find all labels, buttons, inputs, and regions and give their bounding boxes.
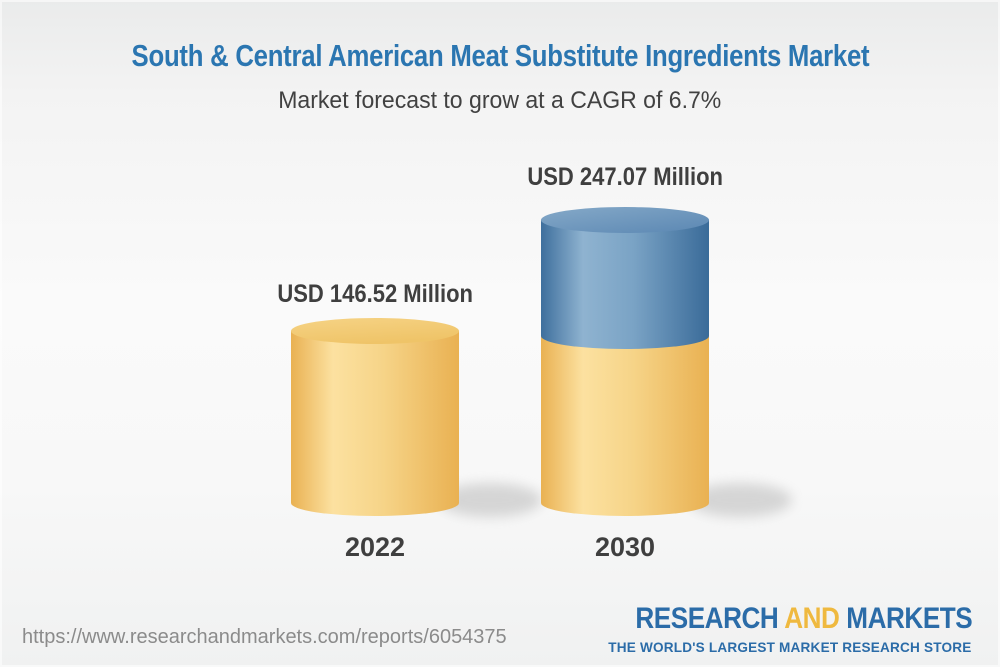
bar-2022-top [291,318,459,344]
bar-2030-shadow [688,483,792,517]
bar-2022-body [291,331,459,516]
logo-word-markets: MARKETS [845,602,972,635]
chart-subtitle-text: Market forecast to grow at a CAGR of 6.7… [278,87,722,114]
category-label-2022: 2022 [344,532,406,562]
bar-2030-base-segment [541,336,709,516]
logo-tagline: THE WORLD'S LARGEST MARKET RESEARCH STOR… [608,639,972,655]
value-label-2030: USD 247.07 Million [527,163,723,191]
category-label-2030: 2030 [594,532,656,562]
bar-2022-shadow [438,483,542,517]
page-title-text: South & Central American Meat Substitute… [131,38,869,73]
logo-word-research: RESEARCH [635,602,779,635]
bar-2030-top [541,207,709,233]
logo-word-and: AND [783,602,840,635]
page-title: South & Central American Meat Substitute… [0,38,1000,74]
report-url: https://www.researchandmarkets.com/repor… [22,626,507,648]
value-label-2022: USD 146.52 Million [277,280,473,308]
bar-2030-growth-segment [541,220,709,349]
logo-wordmark: RESEARCH AND MARKETS [635,602,972,635]
research-and-markets-logo: RESEARCH AND MARKETS THE WORLD'S LARGEST… [585,602,973,655]
chart-subtitle: Market forecast to grow at a CAGR of 6.7… [0,87,1000,115]
